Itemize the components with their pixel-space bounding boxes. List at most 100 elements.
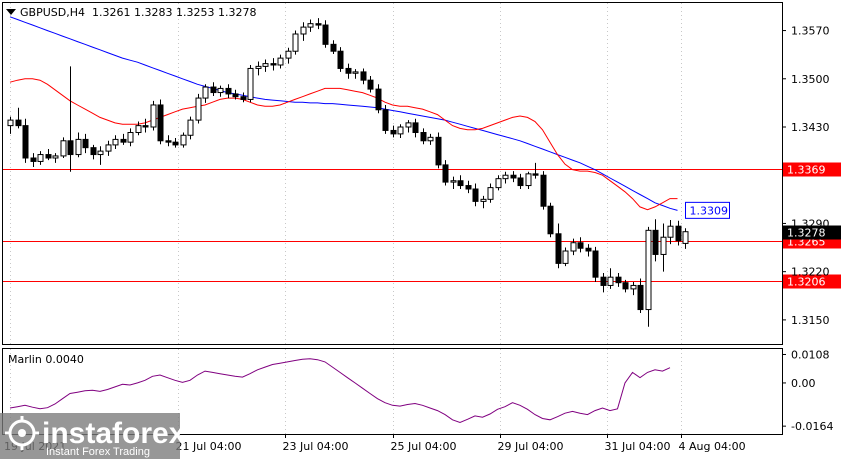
candle-up: [667, 225, 674, 238]
current-price-badge: [783, 225, 841, 240]
candle-up: [292, 33, 299, 52]
candle-down: [22, 125, 29, 159]
candle-down: [615, 276, 622, 284]
candle-up: [217, 87, 224, 94]
candle-down: [652, 229, 659, 255]
candle-up: [352, 71, 359, 74]
price-tick-label: 1.3570: [791, 25, 830, 38]
watermark-box: [0, 413, 180, 459]
ohlc-readout: 1.3261 1.3283 1.3253 1.3278: [92, 6, 256, 19]
ma-blue-line: [9, 16, 678, 211]
indicator-label: Marlin 0.0040: [8, 353, 84, 366]
candle-up: [150, 104, 157, 128]
candle-up: [450, 180, 457, 183]
candle-down: [30, 157, 37, 162]
candle-down: [120, 138, 127, 143]
candle-up: [480, 198, 487, 202]
candle-down: [412, 122, 419, 134]
level-badge: [783, 162, 841, 177]
level-badge-label: 1.3206: [787, 276, 826, 289]
current-price-label: 1.3278: [787, 227, 826, 240]
candle-down: [532, 173, 539, 176]
candle-down: [330, 43, 337, 52]
candle-down: [232, 93, 239, 98]
candle-down: [90, 147, 97, 156]
candle-up: [307, 23, 314, 28]
moving-averages: [9, 16, 678, 211]
candle-down: [360, 71, 367, 81]
candle-down: [225, 87, 232, 95]
indicator-tick-label: 0.00: [791, 377, 816, 390]
candle-up: [195, 97, 202, 121]
candle-down: [390, 129, 397, 135]
candle-up: [630, 284, 637, 290]
indicator-axis: 0.0108 0.00 -0.0164: [782, 348, 833, 433]
time-tick-label: 21 Jul 04:00: [176, 440, 242, 453]
candle-down: [82, 138, 89, 149]
candle-down: [142, 125, 149, 128]
candle-down: [675, 225, 682, 242]
candle-up: [255, 65, 262, 69]
candle-down: [442, 164, 449, 183]
candle-up: [180, 134, 187, 146]
candle-up: [105, 144, 112, 152]
candle-down: [585, 247, 592, 252]
oscillator-line: [9, 358, 671, 424]
candle-down: [172, 141, 179, 146]
price-badges: 1.3278 1.3309: [685, 201, 841, 240]
candle-up: [75, 138, 82, 156]
indicator-tick-label: -0.0164: [791, 420, 833, 433]
candle-up: [60, 140, 67, 157]
chart-menu-triangle-icon[interactable]: [6, 9, 16, 15]
candle-down: [510, 174, 517, 179]
candle-up: [427, 136, 434, 142]
candle-down: [315, 23, 322, 26]
candle-up: [135, 125, 142, 134]
candle-up: [405, 122, 412, 128]
candle-down: [637, 284, 644, 311]
watermark: instaforex Instant Forex Trading: [0, 413, 186, 459]
candle-up: [682, 231, 689, 244]
candles: [7, 18, 689, 327]
grid: [10, 3, 682, 434]
candle-down: [420, 132, 427, 142]
ma-value-badge: [685, 201, 730, 219]
time-tick-label: 23 Jul 04:00: [283, 440, 349, 453]
price-panel[interactable]: [2, 2, 783, 345]
time-tick-label: 29 Jul 04:00: [498, 440, 564, 453]
ma-red-line: [9, 78, 678, 211]
candle-down: [382, 109, 389, 131]
candle-up: [502, 174, 509, 180]
candle-up: [397, 126, 404, 135]
candle-down: [555, 233, 562, 264]
candle-up: [285, 50, 292, 59]
candle-down: [375, 88, 382, 111]
candle-down: [457, 180, 464, 187]
level-badge: [783, 274, 841, 289]
candle-down: [210, 86, 217, 94]
level-badge-label: 1.3369: [787, 164, 826, 177]
candle-down: [367, 79, 374, 90]
price-tick-label: 1.3500: [791, 73, 830, 86]
candle-down: [435, 136, 442, 166]
candle-up: [570, 242, 577, 252]
candle-up: [495, 178, 502, 189]
candle-up: [127, 132, 134, 143]
candle-down: [337, 50, 344, 69]
candle-down: [472, 188, 479, 202]
candle-down: [45, 154, 52, 159]
candle-down: [577, 242, 584, 249]
candle-up: [112, 138, 119, 146]
candle-down: [165, 140, 172, 143]
candle-up: [487, 187, 494, 200]
candle-up: [262, 63, 269, 67]
candle-down: [517, 177, 524, 187]
candle-up: [562, 250, 569, 264]
candle-up: [607, 276, 614, 286]
candle-up: [7, 119, 14, 127]
candle-down: [322, 24, 329, 45]
candle-down: [592, 250, 599, 278]
